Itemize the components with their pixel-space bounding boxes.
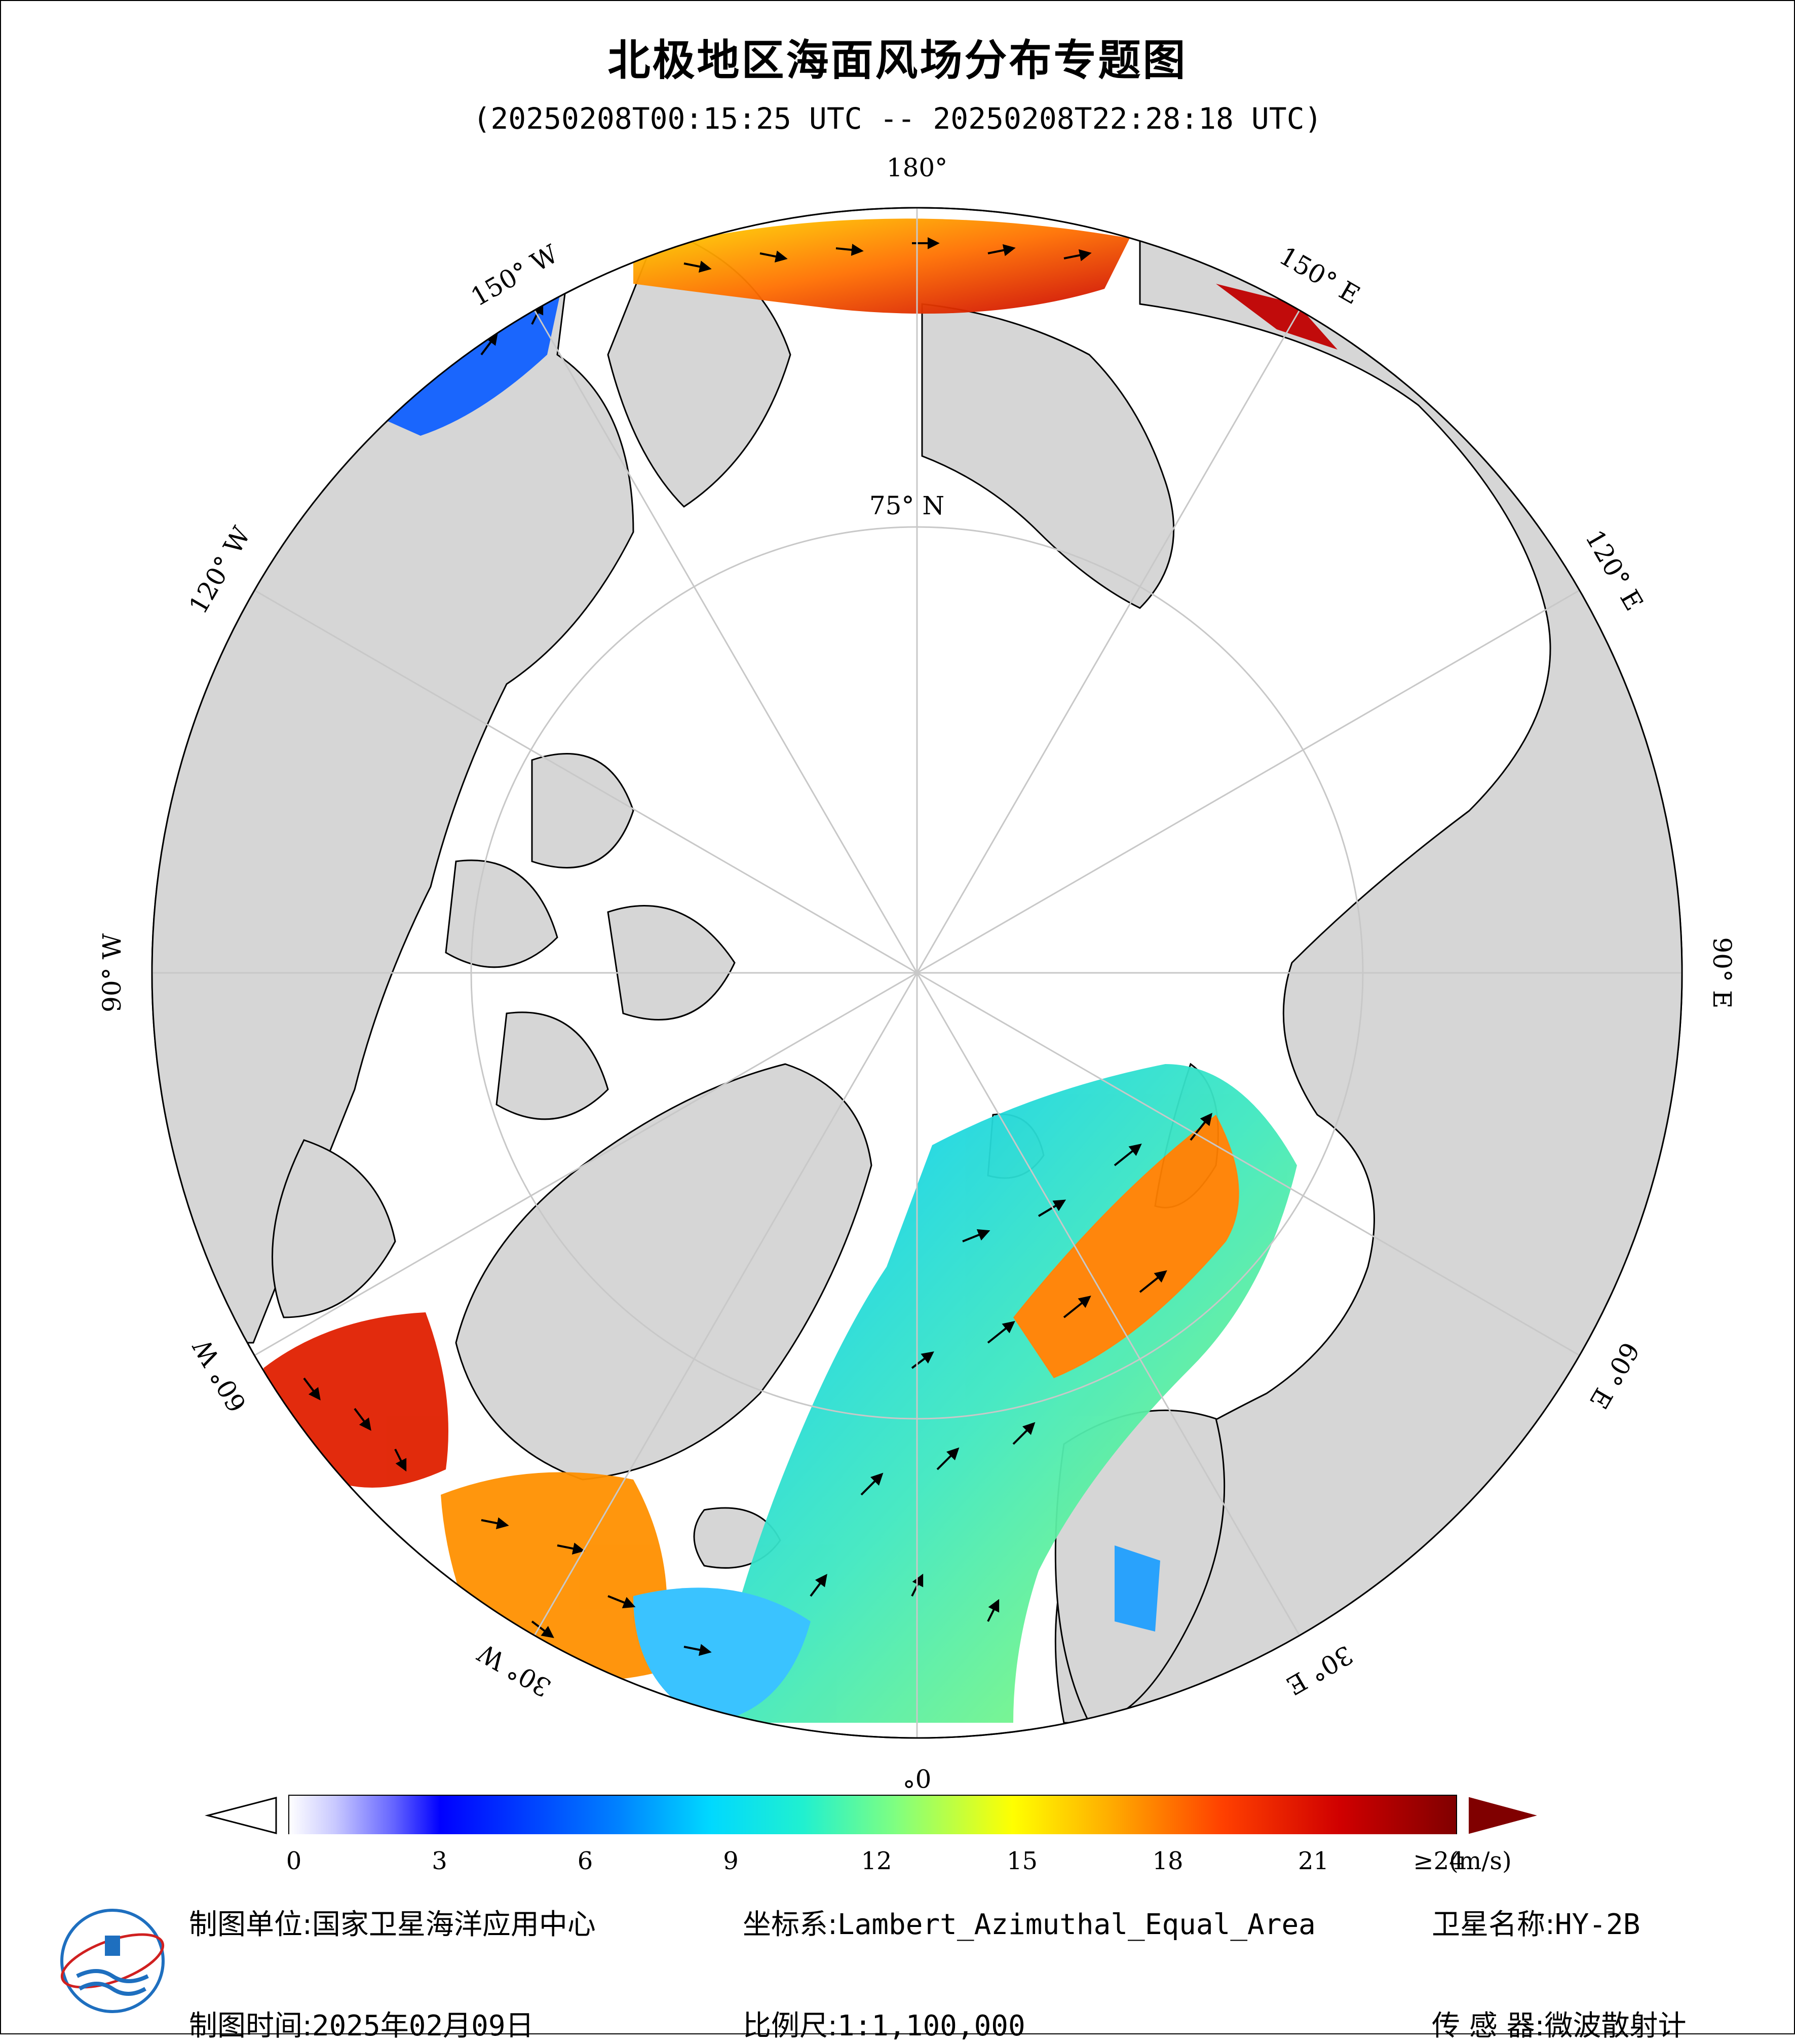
footer-unit: 制图单位:国家卫星海洋应用中心 [189, 1902, 596, 1943]
colorbar [205, 1795, 1537, 1834]
nsoas-logo-icon [60, 1909, 165, 2013]
longitude-label: 120° W [183, 521, 256, 619]
longitude-label: 150° E [1274, 241, 1365, 311]
meridian-line [916, 972, 1580, 1356]
wind-vectors [303, 237, 1212, 1656]
time-range-subtitle: (20250208T00:15:25 UTC -- 20250208T22:28… [473, 101, 1322, 136]
meridian-line [916, 310, 1301, 973]
map-frame [151, 207, 1683, 1739]
longitude-label: 90° E [1707, 937, 1737, 1008]
footer-scale: 比例尺:1:1,100,000 [743, 2003, 1025, 2044]
colorbar-tick-label: 21 [1297, 1847, 1329, 1875]
footer-scale-label: 比例尺: [743, 2010, 837, 2042]
map-title: 北极地区海面风场分布专题图 [607, 35, 1188, 85]
meridian-line [916, 972, 1301, 1636]
footer-sensor-label: 传 感 器: [1432, 2010, 1545, 2042]
footer-crs-value: Lambert_Azimuthal_Equal_Area [837, 1908, 1316, 1941]
longitude-label: 150° W [466, 239, 563, 312]
meridian-line [254, 589, 918, 974]
longitude-label: 60° W [187, 1334, 252, 1417]
meridian-line [254, 972, 918, 1356]
graticule [152, 208, 1682, 1738]
footer-scale-value: 1:1,100,000 [837, 2010, 1025, 2042]
footer-satellite: 卫星名称:HY-2B [1432, 1902, 1640, 1943]
longitude-label: 30° E [1281, 1640, 1358, 1701]
footer-date-label: 制图时间: [189, 2010, 312, 2042]
colorbar-unit: (m/s) [1449, 1847, 1512, 1875]
meridian-line [533, 310, 918, 973]
footer-crs: 坐标系:Lambert_Azimuthal_Equal_Area [743, 1902, 1316, 1943]
meridian-line [916, 589, 1580, 974]
longitude-label: 180° [887, 153, 947, 182]
footer-date: 制图时间:2025年02月09日 [189, 2003, 534, 2044]
footer-unit-label: 制图单位: [189, 1908, 312, 1941]
colorbar-under-triangle [205, 1797, 277, 1834]
colorbar-tick-label: 12 [861, 1847, 892, 1875]
colorbar-tick-label: 6 [577, 1847, 593, 1875]
colorbar-over-triangle [1469, 1797, 1537, 1834]
colorbar-tick-label: 15 [1006, 1847, 1038, 1875]
longitude-label: 90° W [97, 933, 127, 1012]
latitude-label: 75° N [869, 491, 944, 520]
colorbar-tick-label: ≥24 [1413, 1847, 1465, 1875]
colorbar-tick-label: 3 [432, 1847, 447, 1875]
longitude-label: 120° E [1580, 525, 1649, 616]
footer-sensor: 传 感 器:微波散射计 [1432, 2003, 1686, 2044]
footer-unit-value: 国家卫星海洋应用中心 [312, 1908, 596, 1941]
meridian-line [533, 972, 918, 1636]
longitude-label: 30° W [473, 1638, 556, 1702]
colorbar-tick-label: 0 [286, 1847, 302, 1875]
footer-crs-label: 坐标系: [743, 1908, 837, 1941]
colorbar-tick-label: 18 [1152, 1847, 1183, 1875]
colorbar-ramp [288, 1795, 1457, 1834]
footer-date-value: 2025年02月09日 [312, 2010, 534, 2042]
longitude-label: 60° E [1584, 1337, 1645, 1414]
longitude-label: 0° [903, 1763, 932, 1793]
polar-map: 180° 150° E 120° E 90° E 60° E 30° E 0° 30° W 60… [97, 153, 1737, 1834]
colorbar-tick-label: 9 [723, 1847, 739, 1875]
footer-sensor-value: 微波散射计 [1544, 2010, 1687, 2042]
footer-satellite-label: 卫星名称: [1432, 1908, 1555, 1941]
footer-satellite-value: HY-2B [1554, 1908, 1640, 1941]
